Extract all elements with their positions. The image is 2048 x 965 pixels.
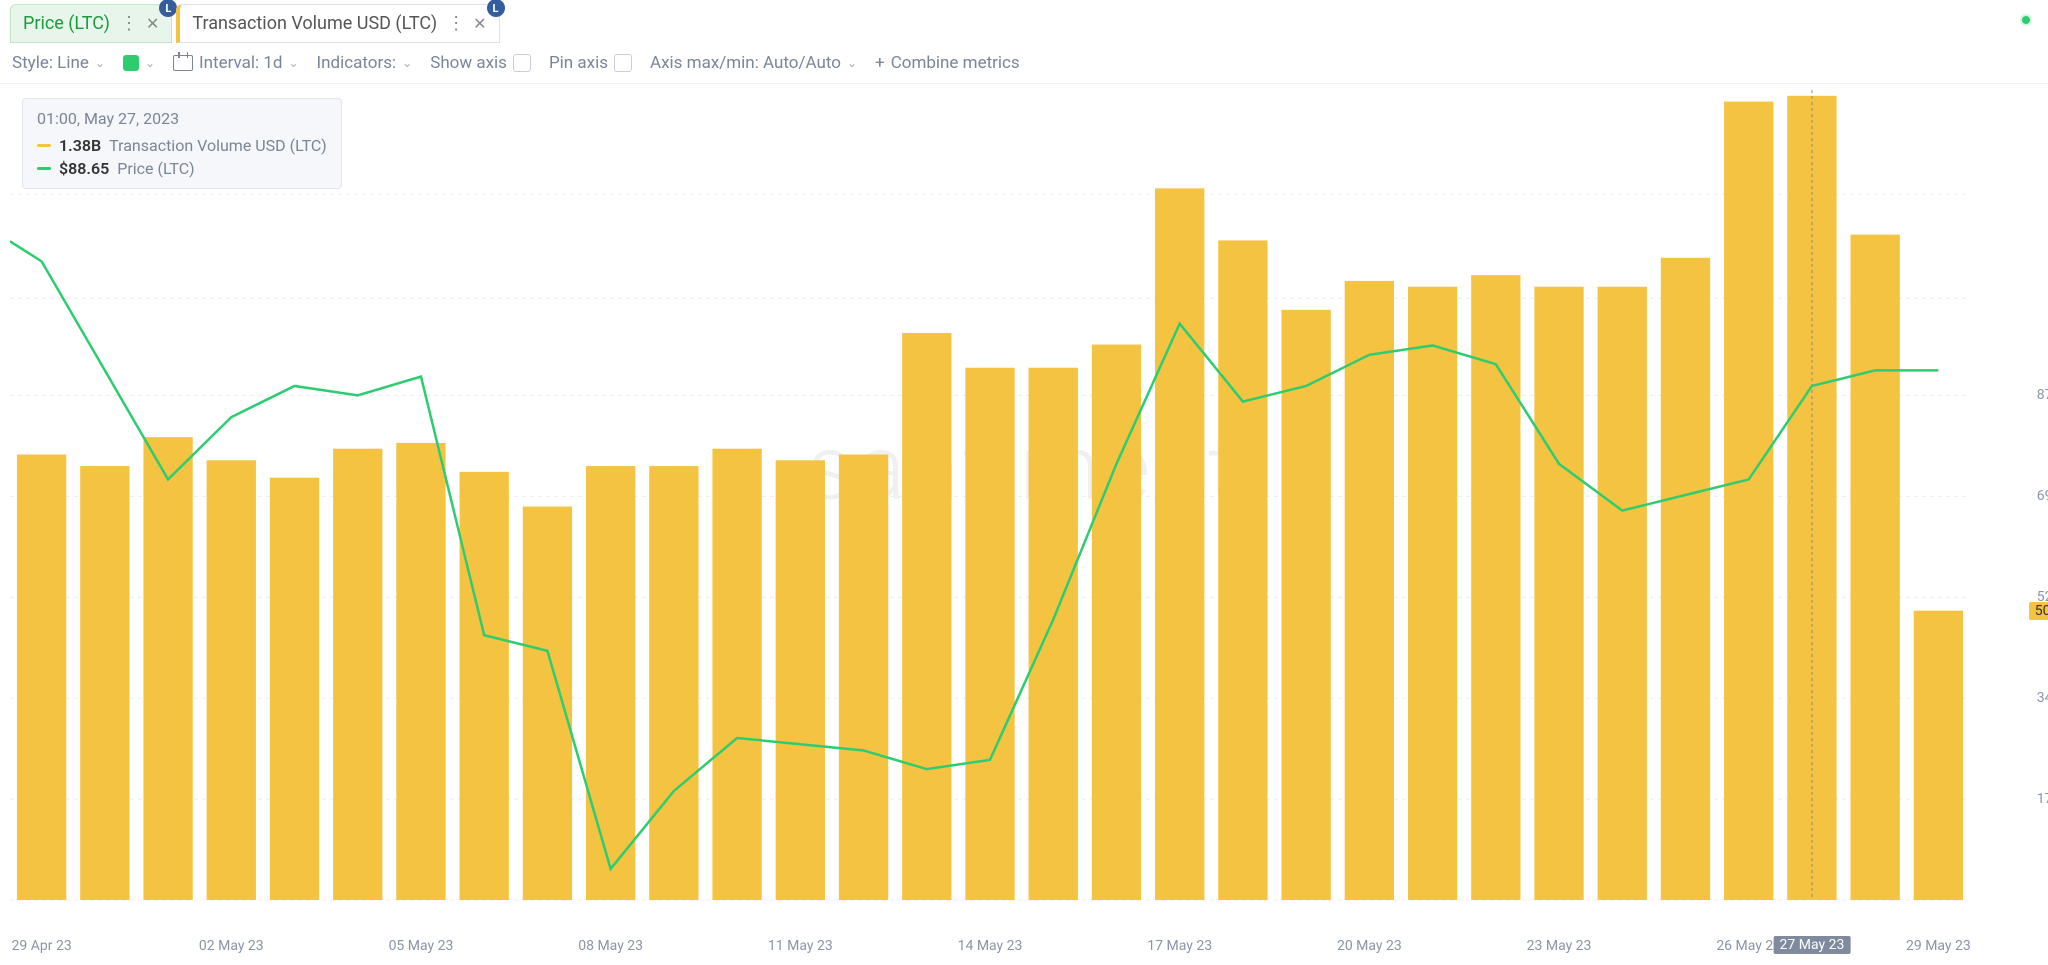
x-axis-label: 27 May 23	[1774, 936, 1851, 954]
chart-toolbar: Style: Line⌄ ⌄ Interval: 1d⌄ Indicators:…	[0, 43, 2048, 84]
x-axis-label: 14 May 23	[958, 938, 1023, 954]
coin-badge-icon: L	[159, 0, 177, 17]
y-axis-label: 872.16M	[2037, 387, 2048, 403]
chart-tooltip: 01:00, May 27, 2023 1.38BTransaction Vol…	[22, 98, 342, 189]
x-axis-label: 11 May 23	[768, 938, 833, 954]
tooltip-row: $88.65Price (LTC)	[37, 159, 327, 178]
axis-minmax-selector[interactable]: Axis max/min: Auto/Auto⌄	[650, 53, 857, 73]
y-axis-label: 174.43M	[2037, 791, 2048, 807]
x-axis-label: 02 May 23	[199, 938, 264, 954]
interval-selector[interactable]: Interval: 1d⌄	[173, 53, 299, 73]
tab-label: Transaction Volume USD (LTC)	[192, 13, 437, 34]
x-axis-label: 17 May 23	[1147, 938, 1212, 954]
coin-badge-icon: L	[487, 0, 505, 17]
x-axis-label: 29 May 23	[1906, 938, 1971, 954]
style-selector[interactable]: Style: Line⌄	[12, 53, 105, 73]
x-axis-label: 20 May 23	[1337, 938, 1402, 954]
x-axis-label: 08 May 23	[578, 938, 643, 954]
tooltip-timestamp: 01:00, May 27, 2023	[37, 109, 327, 128]
tab-volume[interactable]: Transaction Volume USD (LTC) ⋮ ✕ L	[176, 4, 499, 43]
y-axis-label: 697.72M	[2037, 488, 2048, 504]
tabs-bar: Price (LTC) ⋮ ✕ L Transaction Volume USD…	[0, 0, 2048, 43]
x-axis-label: 23 May 23	[1527, 938, 1592, 954]
tab-price[interactable]: Price (LTC) ⋮ ✕ L	[10, 4, 172, 43]
close-icon[interactable]: ✕	[146, 14, 159, 33]
tab-more-icon[interactable]: ⋮	[447, 13, 465, 34]
checkbox-icon	[513, 54, 531, 72]
checkbox-icon	[614, 54, 632, 72]
y-axis-label: 348.86M	[2037, 690, 2048, 706]
y-axis-label: 500.08M	[2029, 602, 2048, 620]
tooltip-row: 1.38BTransaction Volume USD (LTC)	[37, 136, 327, 155]
color-swatch-icon	[123, 55, 139, 71]
show-axis-toggle[interactable]: Show axis	[430, 53, 531, 73]
chart-svg	[10, 90, 1978, 908]
tab-label: Price (LTC)	[23, 13, 110, 34]
close-icon[interactable]: ✕	[473, 14, 486, 33]
indicators-selector[interactable]: Indicators:⌄	[317, 53, 413, 73]
status-indicator-icon	[2020, 14, 2032, 26]
x-axis-label: 26 May 23	[1716, 938, 1781, 954]
calendar-icon	[173, 55, 193, 71]
chart-area[interactable]: santiment 01:00, May 27, 2023 1.38BTrans…	[10, 90, 2038, 930]
pin-axis-toggle[interactable]: Pin axis	[549, 53, 632, 73]
x-axis-label: 05 May 23	[389, 938, 454, 954]
tab-more-icon[interactable]: ⋮	[120, 13, 138, 34]
color-selector[interactable]: ⌄	[123, 55, 155, 71]
x-axis-label: 29 Apr 23	[12, 938, 72, 954]
combine-metrics-button[interactable]: +Combine metrics	[875, 53, 1020, 73]
